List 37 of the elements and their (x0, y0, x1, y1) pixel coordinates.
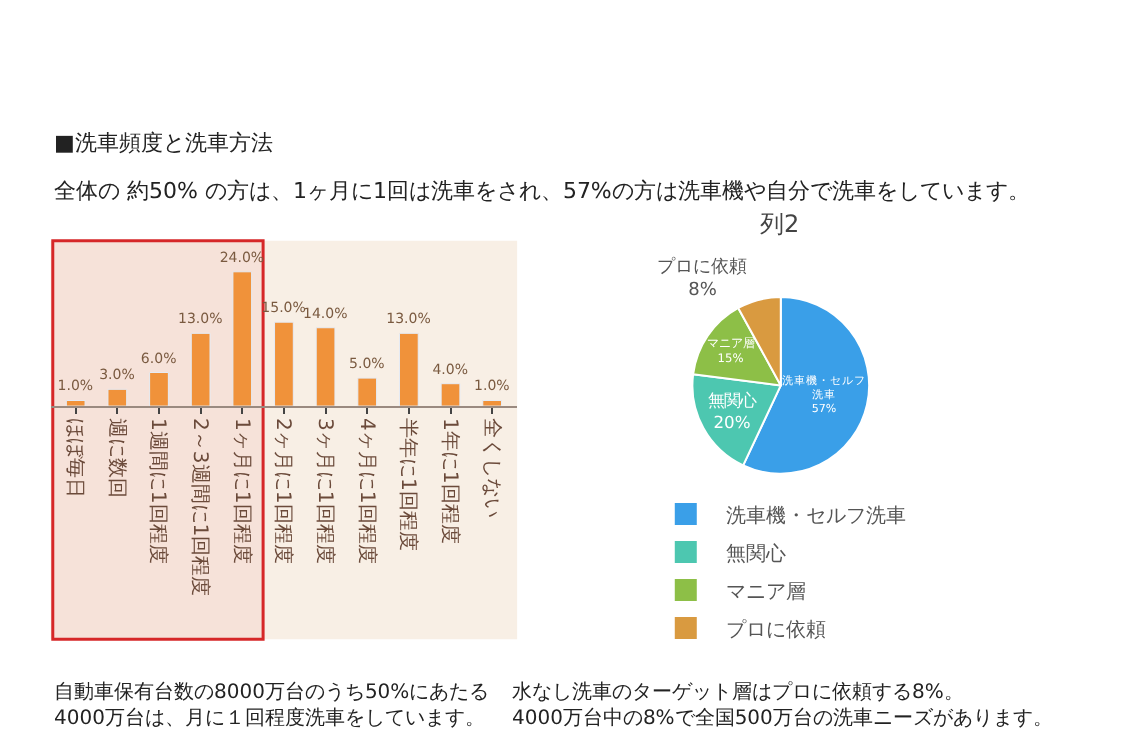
x-tick-label: 週に数回 (104, 418, 127, 499)
bar (149, 372, 169, 407)
chart-title: ■洗車頻度と洗車方法 (54, 130, 273, 156)
bar (398, 332, 419, 407)
x-tick-label: ほぼ毎日 (63, 418, 88, 499)
x-tick-label: 1年に1回程度 (438, 418, 462, 544)
bar (274, 321, 294, 407)
legend-label: 無関心 (725, 541, 786, 566)
text: 自動車保有台数の8000万台のうち50%にあたる (54, 680, 490, 704)
legend-label: 洗車機・セルフ洗車 (725, 503, 906, 528)
bar (232, 271, 253, 407)
text: 水なし洗車のターゲット層はプロに依頼する8%。 (512, 680, 964, 704)
bar (315, 327, 336, 407)
x-tick-label: 2ヶ月に1回程度 (271, 418, 296, 564)
x-tick-label: 1ヶ月に1回程度 (229, 418, 254, 564)
x-tick-label: 2～3週間に1回程度 (188, 418, 213, 597)
bar (65, 399, 86, 407)
text: 4000万台中の8%で全国500万台の洗車ニーズがあります。 (512, 706, 1053, 730)
data-label: 20% (713, 411, 751, 432)
bar (357, 377, 378, 407)
legend-label: マニア層 (725, 581, 806, 604)
x-tick-label: 4ヶ月に1回程度 (354, 418, 379, 564)
data-label: 8% (688, 281, 718, 302)
text: 4000万台は、月に１回程度洗車をしています。 (54, 706, 485, 730)
legend-label: プロに依頼 (725, 617, 826, 642)
slice-label: プロに依頼 (657, 255, 748, 278)
x-tick-label: 半年に1回程度 (396, 418, 421, 551)
bar (107, 388, 128, 407)
chart-title: 列2 (760, 210, 800, 238)
x-tick-label: 全くしない (479, 418, 504, 519)
bar (482, 399, 503, 407)
x-tick-label: 1週間に1回程度 (146, 418, 171, 564)
bar (440, 383, 461, 407)
x-tick-label: 3ヶ月に1回程度 (313, 418, 338, 564)
chart-subtitle: 全体の 約50% の方は、1ヶ月に1回は洗車をされ、57%の方は洗車機や自分で洗車をしています。 (54, 178, 1030, 204)
bar (190, 332, 211, 407)
slice-label: 無関心 (708, 390, 757, 410)
